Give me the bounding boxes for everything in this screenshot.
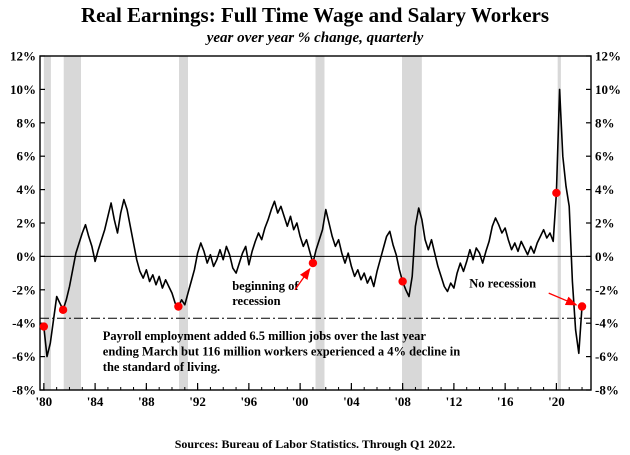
- x-axis-label: '16: [497, 394, 514, 409]
- annotation-beginning-of-recession: beginning of: [232, 279, 299, 293]
- x-axis-label: '84: [87, 394, 104, 409]
- earnings-line-chart: -8% -8% -6% -6% -4% -4% -2% -2% 0% 0% 2% 2% 4% 4% 6% 6%…: [10, 49, 621, 410]
- y-axis-label-left: 10%: [10, 82, 36, 97]
- recession-band: [401, 56, 422, 390]
- y-axis-label-right: -6%: [595, 349, 619, 364]
- recession-band: [557, 56, 561, 390]
- y-axis-label-right: 2%: [595, 216, 615, 231]
- y-axis-label-right: -4%: [595, 316, 619, 331]
- note-text-line: Payroll employment added 6.5 million job…: [103, 329, 427, 343]
- recession-dot: [58, 305, 68, 315]
- x-axis-label: '92: [189, 394, 206, 409]
- y-axis-label-right: 6%: [595, 149, 615, 164]
- chart-title: Real Earnings: Full Time Wage and Salary…: [80, 3, 550, 27]
- note-text-line: ending March but 116 million workers exp…: [103, 344, 460, 358]
- recession-band: [315, 56, 325, 390]
- x-axis-label: '80: [36, 394, 53, 409]
- recession-band: [63, 56, 82, 390]
- x-axis-label: '08: [394, 394, 411, 409]
- y-axis-label-left: 2%: [17, 216, 37, 231]
- y-axis-label-right: 0%: [595, 249, 615, 264]
- y-axis-label-left: -6%: [12, 349, 36, 364]
- y-axis-label-right: 10%: [595, 82, 621, 97]
- y-axis-label-right: 12%: [595, 49, 621, 64]
- x-axis-label: '12: [446, 394, 463, 409]
- y-axis-label-left: 8%: [17, 115, 37, 130]
- y-axis-label-right: 8%: [595, 115, 615, 130]
- chart-subtitle: year over year % change, quarterly: [206, 30, 424, 46]
- recession-dot: [398, 277, 407, 286]
- y-axis-label-left: 4%: [17, 182, 37, 197]
- recession-dot: [577, 302, 587, 311]
- x-axis-label: '96: [241, 394, 258, 409]
- annotation-arrow-beginning-of-recession: [294, 267, 311, 291]
- y-axis-label-left: -8%: [12, 383, 36, 398]
- x-axis-label: '20: [548, 394, 565, 409]
- y-axis-label-left: 6%: [17, 149, 37, 164]
- recession-dot: [308, 258, 318, 268]
- x-axis-label: '04: [343, 394, 360, 409]
- y-axis-label-left: 0%: [17, 249, 37, 264]
- chart-header: Real Earnings: Full Time Wage and Salary…: [0, 0, 630, 48]
- y-axis-label-right: 4%: [595, 182, 615, 197]
- x-axis-label: '00: [292, 394, 309, 409]
- annotation-arrow-no-recession: [548, 292, 578, 306]
- x-axis-label: '88: [138, 394, 155, 409]
- note-text-line: the standard of living.: [103, 360, 220, 374]
- recession-dot: [39, 322, 49, 331]
- y-axis-label-left: -4%: [12, 316, 36, 331]
- recession-dot: [552, 188, 561, 198]
- recession-band: [179, 56, 189, 390]
- y-axis-label-right: -8%: [595, 383, 619, 398]
- y-axis-label-left: 12%: [10, 49, 36, 64]
- recession-band: [43, 56, 51, 390]
- recession-dot: [174, 302, 183, 311]
- earnings-line-series: [43, 88, 583, 358]
- annotation-no-recession: No recession: [469, 276, 536, 290]
- y-axis-label-left: -2%: [12, 282, 36, 297]
- source-footer: Sources: Bureau of Labor Statistics. Thr…: [174, 437, 456, 451]
- y-axis-label-right: -2%: [595, 282, 619, 297]
- annotation-beginning-of-recession: recession: [232, 294, 280, 308]
